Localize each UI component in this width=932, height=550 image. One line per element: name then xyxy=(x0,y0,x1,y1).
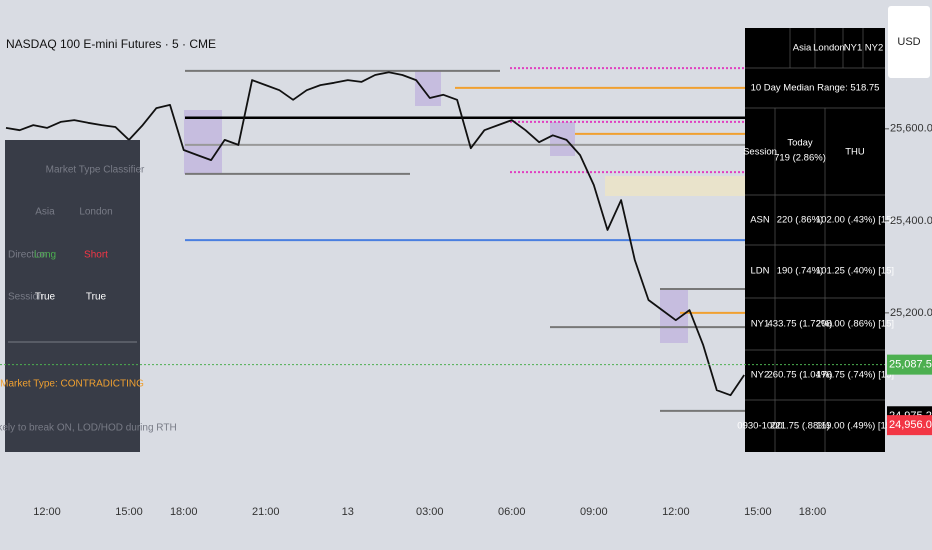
session-name: NY1 xyxy=(844,43,862,54)
classifier-panel: Market Type Classifier Asia London Direc… xyxy=(0,140,177,452)
col-header: Asia xyxy=(35,207,55,218)
price-axis xyxy=(885,0,932,550)
cell: True xyxy=(86,292,107,303)
session-label: NY1 xyxy=(751,319,769,330)
x-tick-label: 15:00 xyxy=(744,506,772,518)
y-tick-label: 25,600.00 xyxy=(890,123,932,135)
cell: Long xyxy=(34,250,56,261)
panel-bg xyxy=(5,140,140,452)
series xyxy=(5,71,745,397)
cell: Short xyxy=(84,250,108,261)
header: Today xyxy=(787,138,813,149)
row-label: Session xyxy=(8,292,44,303)
x-tick-label: 15:00 xyxy=(115,506,143,518)
col-header: London xyxy=(79,207,112,218)
price-label: 24,956.00 xyxy=(889,419,932,431)
currency-box[interactable] xyxy=(888,6,930,78)
range-table: Asia London NY1 NY2 10 Day Median Range:… xyxy=(737,28,894,452)
session-name: NY2 xyxy=(865,43,883,54)
price-marker xyxy=(887,415,932,436)
cell: 433.75 (1.72%) xyxy=(768,319,833,330)
y-tick-label: 25,400.00 xyxy=(890,215,932,227)
x-tick-label: 03:00 xyxy=(416,506,444,518)
row-label: Direction xyxy=(8,250,47,261)
header: Session xyxy=(743,147,777,158)
table-bg xyxy=(745,28,885,452)
session-label: LDN xyxy=(750,266,769,277)
x-tick-label: 06:00 xyxy=(498,506,526,518)
x-tick-label: 18:00 xyxy=(799,506,827,518)
session-label: NY2 xyxy=(751,370,769,381)
cell: 119.00 (.49%) [15] xyxy=(816,421,893,432)
cell: 220 (.86%) xyxy=(777,215,823,226)
cell: 260.75 (1.04%) xyxy=(768,370,833,381)
cell: 208.00 (.86%) [15] xyxy=(816,319,894,330)
x-tick-label: 18:00 xyxy=(170,506,198,518)
session-name: London xyxy=(813,43,845,54)
y-tick-label: 25,200.00 xyxy=(890,307,932,319)
session-box xyxy=(184,110,222,174)
cell: 101.25 (.40%) [15] xyxy=(816,266,894,277)
cell: True xyxy=(35,292,56,303)
cell: 176.75 (.74%) [15] xyxy=(816,370,894,381)
cell: 102.00 (.43%) [15] xyxy=(816,215,894,226)
session-label: ASN xyxy=(750,215,770,226)
cell: 190 (.74%) xyxy=(777,266,823,277)
x-tick-label: 21:00 xyxy=(252,506,280,518)
note: More likely to break ON, LOD/HOD during … xyxy=(0,423,177,434)
header: THU xyxy=(845,147,865,158)
x-tick-label: 12:00 xyxy=(662,506,690,518)
cell: 221.75 (.88%) xyxy=(770,421,830,432)
price-marker xyxy=(887,354,932,375)
session-box xyxy=(660,289,688,343)
session-box xyxy=(415,70,441,106)
header: 719 (2.86%) xyxy=(774,153,826,164)
x-tick-label: 12:00 xyxy=(33,506,61,518)
chart-title: NASDAQ 100 E-mini Futures · 5 · CME xyxy=(6,37,216,51)
price-label: 25,087.50 xyxy=(889,359,932,371)
currency[interactable]: USD xyxy=(897,36,920,48)
price-line-series xyxy=(5,71,745,397)
session-name: Asia xyxy=(793,43,812,54)
session-label: 0930-1000 xyxy=(737,421,782,432)
market-type: Market Type: CONTRADICTING xyxy=(0,379,144,390)
x-tick-label: 09:00 xyxy=(580,506,608,518)
x-tick-label: 13 xyxy=(342,506,354,518)
median-range: 10 Day Median Range: 518.75 xyxy=(751,83,880,94)
panel-title: Market Type Classifier xyxy=(46,165,145,176)
